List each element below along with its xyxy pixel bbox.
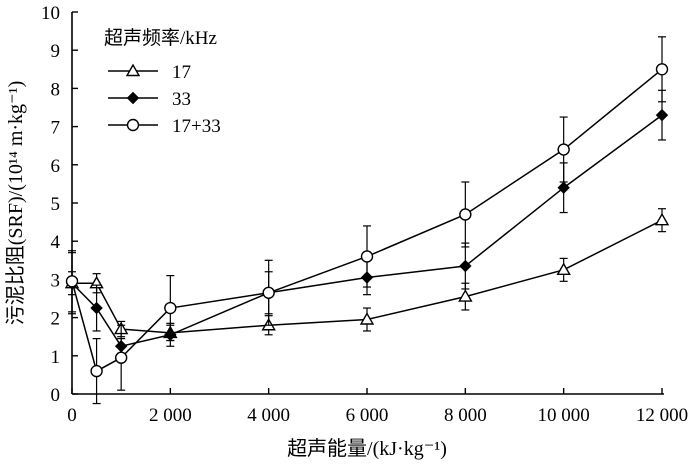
triangle-marker bbox=[556, 262, 571, 276]
legend-title: 超声频率/kHz bbox=[104, 27, 217, 49]
y-tick-label: 1 bbox=[51, 347, 61, 368]
x-tick-label: 12 000 bbox=[636, 405, 688, 426]
y-tick-label: 8 bbox=[51, 79, 61, 100]
y-axis-title: 污泥比阻(SRF)/(10¹⁴ m·kg⁻¹) bbox=[4, 81, 27, 326]
circle-marker bbox=[655, 63, 669, 76]
y-tick-label: 5 bbox=[51, 194, 61, 215]
circle-marker bbox=[126, 118, 140, 132]
y-tick-label: 7 bbox=[51, 118, 61, 139]
y-tick-label: 4 bbox=[51, 232, 61, 253]
y-tick-label: 6 bbox=[51, 156, 61, 177]
x-axis-title: 超声能量/(kJ·kg⁻¹) bbox=[287, 437, 447, 460]
x-tick-label: 8 000 bbox=[444, 405, 487, 426]
legend-item: 17 bbox=[108, 62, 191, 83]
legend-label: 33 bbox=[172, 89, 191, 110]
circle-marker bbox=[90, 364, 103, 378]
circle-marker bbox=[360, 250, 374, 263]
diamond-marker bbox=[126, 91, 140, 105]
series-17-plus-33 bbox=[65, 36, 669, 405]
y-tick-label: 0 bbox=[51, 385, 61, 406]
legend: 超声频率/kHz 17 33 17+33 bbox=[104, 27, 221, 137]
x-tick-label: 4 000 bbox=[247, 405, 290, 426]
triangle-marker bbox=[458, 289, 473, 302]
circle-marker bbox=[164, 301, 177, 315]
legend-label: 17 bbox=[172, 62, 191, 83]
y-tick-label: 9 bbox=[51, 41, 61, 62]
legend-label: 17+33 bbox=[172, 116, 221, 137]
x-tick-label: 2 000 bbox=[149, 405, 192, 426]
circle-marker bbox=[65, 275, 79, 288]
diamond-marker bbox=[655, 108, 669, 122]
y-tick-label: 2 bbox=[51, 309, 61, 330]
x-tick-label: 0 bbox=[67, 405, 77, 426]
circle-marker bbox=[557, 143, 570, 156]
diamond-marker bbox=[459, 259, 472, 273]
axes: 0 1 2 3 4 5 6 7 8 9 10 0 2 000 4 000 6 000 8 000 10 000 1… bbox=[4, 3, 688, 460]
x-tick-label: 6 000 bbox=[346, 405, 389, 426]
series-layer bbox=[64, 36, 670, 405]
triangle-marker bbox=[654, 212, 670, 226]
y-tick-label: 10 bbox=[41, 3, 60, 24]
legend-item: 17+33 bbox=[108, 116, 221, 137]
circle-marker bbox=[459, 208, 472, 221]
legend-item: 33 bbox=[108, 89, 191, 110]
circle-marker bbox=[114, 351, 128, 364]
y-tick-label: 3 bbox=[51, 270, 61, 291]
diamond-marker bbox=[557, 181, 570, 194]
circle-marker bbox=[262, 286, 275, 299]
triangle-marker bbox=[359, 312, 375, 325]
x-tick-label: 10 000 bbox=[538, 405, 590, 426]
triangle-marker bbox=[125, 63, 141, 77]
diamond-marker bbox=[90, 301, 103, 315]
